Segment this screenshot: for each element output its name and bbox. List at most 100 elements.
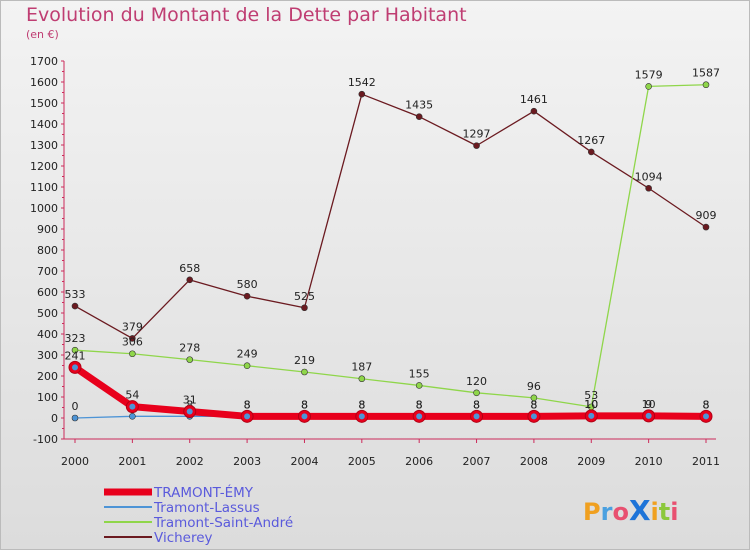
series-point-inner [473, 413, 480, 420]
series-point [186, 356, 194, 363]
y-tick-label: 1100 [30, 181, 58, 194]
data-label: 8 [301, 398, 308, 411]
x-tick-label: 2002 [176, 455, 204, 468]
x-tick-label: 2006 [405, 455, 433, 468]
y-tick-label: 1700 [30, 55, 58, 68]
data-label: 8 [703, 398, 710, 411]
series-point [645, 83, 652, 90]
series-point-inner [129, 403, 136, 410]
series-point-inner [530, 413, 537, 420]
y-tick-label: 700 [37, 265, 58, 278]
series-point [415, 113, 423, 120]
series-point-inner [416, 413, 423, 420]
y-tick-label: -100 [33, 433, 58, 446]
data-label: 1542 [348, 76, 376, 89]
y-tick-label: 300 [37, 349, 58, 362]
series-point [129, 335, 136, 342]
data-label: 323 [65, 332, 86, 345]
data-label: 10 [642, 398, 656, 411]
data-label: 525 [294, 290, 315, 303]
chart-title: Evolution du Montant de la Dette par Hab… [26, 4, 467, 26]
series-point [702, 81, 710, 89]
proxiti-logo: ProXiti [583, 494, 678, 527]
series-point [530, 107, 538, 115]
legend-label: Vicherey [154, 530, 213, 546]
y-tick-label: 800 [37, 244, 58, 257]
data-label: 8 [473, 398, 480, 411]
y-tick-label: 600 [37, 286, 58, 299]
y-tick-label: 500 [37, 307, 58, 320]
data-label: 658 [179, 262, 200, 275]
series-point-inner [186, 408, 193, 415]
y-tick-label: 200 [37, 370, 58, 383]
x-tick-label: 2003 [233, 455, 261, 468]
data-label: 219 [294, 354, 315, 367]
legend-label: Tramont-Saint-André [153, 515, 293, 531]
series-point [301, 304, 308, 312]
x-tick-label: 2010 [635, 455, 663, 468]
data-label: 533 [65, 288, 86, 301]
y-tick-label: 1500 [30, 97, 58, 110]
data-label: 8 [186, 398, 193, 411]
series-point [186, 276, 194, 284]
data-label: 187 [351, 361, 372, 374]
series-point [129, 413, 136, 420]
data-label: 1587 [692, 67, 720, 80]
x-tick-label: 2005 [348, 455, 376, 468]
x-tick-label: 2004 [290, 455, 318, 468]
series-point [587, 148, 595, 156]
x-tick-label: 2007 [463, 455, 491, 468]
series-point [71, 414, 79, 422]
y-tick-label: 1300 [30, 139, 58, 152]
data-label: 909 [696, 209, 717, 222]
data-label: 54 [125, 389, 139, 402]
series-line [74, 93, 707, 340]
y-tick-label: 1000 [30, 202, 58, 215]
plot-area: 533 379 658 580 525 1542 1435 1297 1461 1267 1094 9… [65, 67, 720, 423]
data-label: 1094 [635, 170, 663, 183]
y-tick-label: 100 [37, 391, 58, 404]
data-label: 1435 [405, 99, 433, 112]
data-label: 580 [237, 278, 258, 291]
data-label: 8 [530, 398, 537, 411]
series-point-inner [244, 413, 251, 420]
legend: TRAMONT-ÉMYTramont-LassusTramont-Saint-A… [104, 484, 293, 546]
y-tick-label: 1600 [30, 76, 58, 89]
data-label: 8 [416, 398, 423, 411]
x-tick-label: 2009 [577, 455, 605, 468]
data-label: 31 [183, 393, 197, 406]
y-tick-label: 1400 [30, 118, 58, 131]
series-point [473, 142, 480, 149]
series-point-inner [301, 413, 308, 420]
data-label: 9 [645, 398, 652, 411]
data-label: 8 [703, 398, 710, 411]
data-label: 96 [527, 380, 541, 393]
data-label: 1297 [463, 128, 491, 141]
series-point [702, 223, 710, 231]
y-tick-label: 1200 [30, 160, 58, 173]
data-label: 155 [409, 367, 430, 380]
x-tick-label: 2000 [61, 455, 89, 468]
series-point [358, 90, 366, 98]
series-point [243, 292, 251, 300]
data-label: 306 [122, 336, 143, 349]
series-point-inner [645, 412, 652, 419]
series-point [129, 350, 136, 358]
data-label: 8 [244, 398, 251, 411]
data-label: 241 [65, 349, 86, 362]
series-point [243, 362, 251, 370]
series-point [71, 346, 79, 354]
data-label: 10 [584, 398, 598, 411]
data-label: 278 [179, 342, 200, 355]
data-label: 8 [416, 398, 423, 411]
series-point-inner [72, 364, 78, 371]
series-point-inner [588, 412, 595, 419]
data-label: 1579 [635, 68, 663, 81]
series-point [71, 302, 79, 310]
y-tick-label: 0 [51, 412, 58, 425]
chart-subtitle: (en €) [26, 28, 59, 41]
y-tick-label: 400 [37, 328, 58, 341]
data-label: 120 [466, 375, 487, 388]
